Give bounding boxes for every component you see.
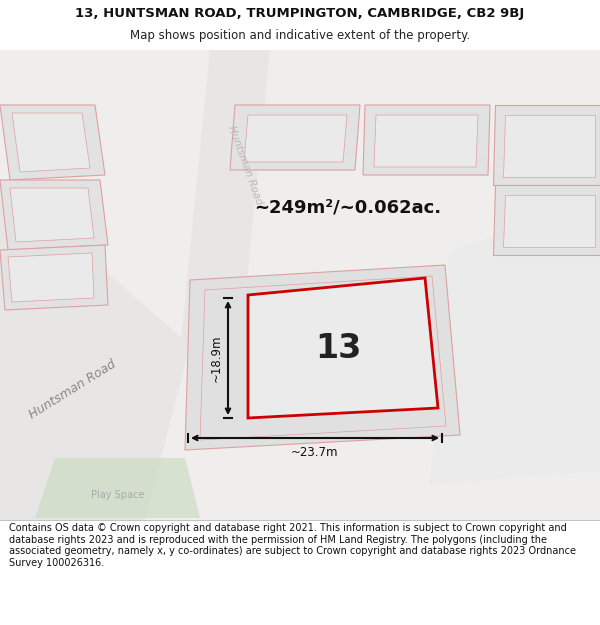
Text: Huntsman Road: Huntsman Road	[226, 124, 264, 206]
Polygon shape	[0, 180, 108, 250]
Text: Contains OS data © Crown copyright and database right 2021. This information is : Contains OS data © Crown copyright and d…	[9, 523, 576, 568]
Polygon shape	[374, 115, 478, 167]
Text: 13: 13	[315, 331, 361, 364]
Polygon shape	[503, 195, 595, 247]
Text: ~18.9m: ~18.9m	[210, 334, 223, 382]
Polygon shape	[244, 115, 347, 162]
Text: ~249m²/~0.062ac.: ~249m²/~0.062ac.	[254, 199, 442, 217]
Polygon shape	[503, 115, 595, 177]
Text: ~23.7m: ~23.7m	[291, 446, 339, 459]
Polygon shape	[180, 50, 270, 350]
Polygon shape	[493, 105, 600, 185]
Polygon shape	[230, 105, 360, 170]
Polygon shape	[430, 205, 600, 485]
Polygon shape	[10, 188, 94, 242]
Polygon shape	[35, 458, 200, 518]
Text: Play Space: Play Space	[91, 490, 145, 500]
Text: 13, HUNTSMAN ROAD, TRUMPINGTON, CAMBRIDGE, CB2 9BJ: 13, HUNTSMAN ROAD, TRUMPINGTON, CAMBRIDG…	[76, 8, 524, 21]
Polygon shape	[363, 105, 490, 175]
Polygon shape	[8, 253, 94, 302]
Polygon shape	[185, 265, 460, 450]
Polygon shape	[0, 50, 600, 520]
Polygon shape	[12, 113, 90, 172]
Polygon shape	[493, 185, 600, 255]
Polygon shape	[0, 245, 108, 310]
Text: Huntsman Road: Huntsman Road	[26, 358, 118, 422]
Text: Map shows position and indicative extent of the property.: Map shows position and indicative extent…	[130, 29, 470, 42]
Polygon shape	[0, 105, 105, 180]
Polygon shape	[0, 180, 190, 520]
Polygon shape	[248, 278, 438, 418]
